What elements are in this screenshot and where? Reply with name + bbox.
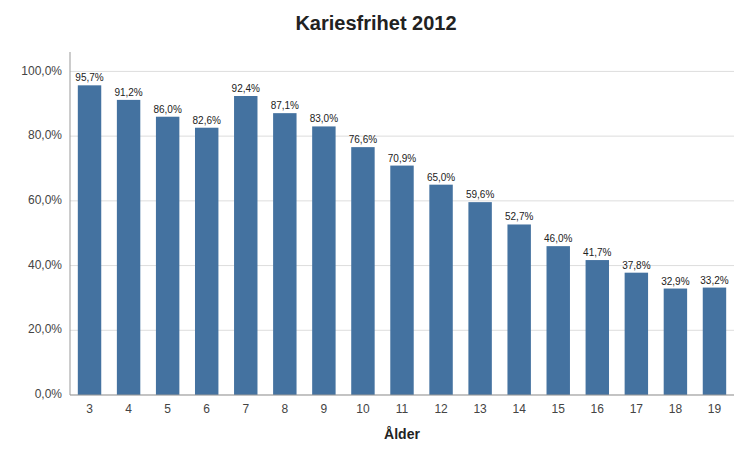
bar — [625, 273, 648, 395]
y-tick-label: 80,0% — [28, 128, 62, 142]
x-tick-label: 9 — [321, 402, 328, 416]
grid-line — [70, 395, 734, 396]
y-axis-line — [70, 52, 71, 395]
data-label: 87,1% — [271, 100, 299, 111]
data-label: 32,9% — [661, 276, 689, 287]
x-tick-label: 7 — [242, 402, 249, 416]
y-tick-label: 0,0% — [35, 387, 63, 401]
data-label: 65,0% — [427, 172, 455, 183]
bar — [390, 166, 413, 395]
data-label: 59,6% — [466, 189, 494, 200]
x-tick-label: 18 — [669, 402, 683, 416]
x-tick-label: 19 — [708, 402, 722, 416]
x-axis-label: Ålder — [384, 426, 420, 442]
data-label: 91,2% — [114, 87, 142, 98]
x-tick-label: 4 — [125, 402, 132, 416]
bar — [586, 260, 609, 395]
bar — [468, 202, 491, 395]
y-tick-label: 20,0% — [28, 322, 62, 336]
data-label: 37,8% — [622, 260, 650, 271]
x-tick-label: 13 — [473, 402, 487, 416]
data-label: 46,0% — [544, 233, 572, 244]
bar — [703, 288, 726, 395]
y-grid — [70, 71, 734, 395]
y-tick-label: 60,0% — [28, 193, 62, 207]
title: Kariesfrihet 2012 — [295, 12, 456, 34]
bar — [351, 147, 374, 395]
x-tick-label: 15 — [552, 402, 566, 416]
x-tick-label: 12 — [434, 402, 448, 416]
x-tick-label: 5 — [164, 402, 171, 416]
bar — [273, 113, 296, 395]
x-tick-label: 3 — [86, 402, 93, 416]
data-label: 95,7% — [75, 72, 103, 83]
x-tick-label: 8 — [281, 402, 288, 416]
x-tick-label: 17 — [630, 402, 644, 416]
bar — [312, 126, 335, 395]
data-label: 41,7% — [583, 247, 611, 258]
bar — [195, 128, 218, 395]
data-label: 86,0% — [153, 104, 181, 115]
y-tick-label: 40,0% — [28, 258, 62, 272]
chart: 0,0% 20,0% 40,0% 60,0% 80,0% 100,0% 95,7% 91,2%… — [0, 0, 752, 457]
x-axis-line — [70, 395, 734, 396]
bars — [78, 85, 726, 395]
y-tick-label: 100,0% — [21, 64, 62, 78]
grid-line — [70, 71, 734, 72]
bar — [117, 100, 140, 395]
data-label: 83,0% — [310, 113, 338, 124]
x-tick-label: 6 — [203, 402, 210, 416]
background — [0, 0, 752, 457]
data-label: 76,6% — [349, 134, 377, 145]
x-tick-label: 11 — [396, 402, 409, 416]
chart-container: 0,0% 20,0% 40,0% 60,0% 80,0% 100,0% 95,7% 91,2%… — [0, 0, 752, 457]
bar — [78, 85, 101, 395]
data-label: 70,9% — [388, 153, 416, 164]
bar — [507, 224, 530, 395]
bar — [156, 117, 179, 395]
x-tick-label: 10 — [356, 402, 370, 416]
bar — [664, 289, 687, 395]
x-tick-label: 14 — [512, 402, 526, 416]
bar — [429, 185, 452, 395]
data-label: 33,2% — [700, 275, 728, 286]
bar — [547, 246, 570, 395]
data-label: 52,7% — [505, 211, 533, 222]
data-label: 82,6% — [193, 115, 221, 126]
bar — [234, 96, 257, 395]
x-tick-label: 16 — [591, 402, 605, 416]
data-label: 92,4% — [232, 83, 260, 94]
